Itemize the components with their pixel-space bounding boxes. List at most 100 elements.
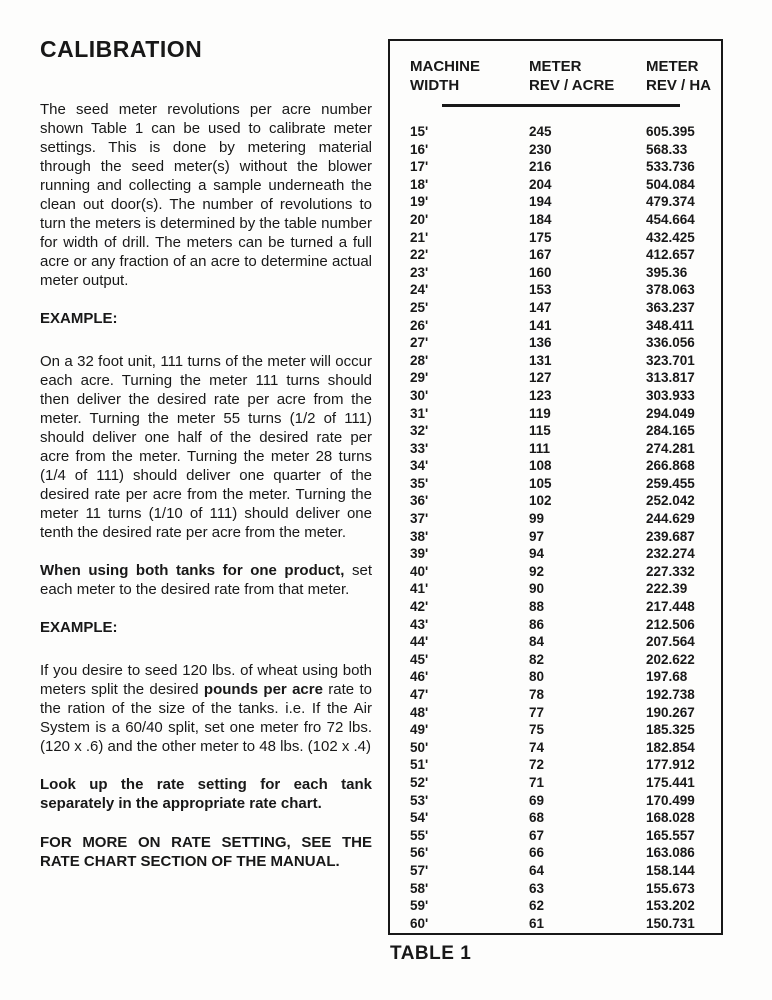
calibration-section: CALIBRATION The seed meter revolutions p… (40, 36, 372, 890)
table-row: 15' 245 605.395 (390, 123, 721, 141)
table-row: 44' 84 207.564 (390, 633, 721, 651)
table-cell: 252.042 (646, 493, 695, 509)
table-cell: 202.622 (646, 651, 695, 667)
table-cell: 67 (529, 827, 545, 843)
section-heading: EXAMPLE: (40, 618, 372, 637)
table-cell: 23' (410, 264, 429, 280)
table-row: 27' 136 336.056 (390, 334, 721, 352)
header-line: REV / HA (646, 77, 712, 94)
table-cell: 90 (529, 581, 545, 597)
table-cell: 230 (529, 141, 552, 157)
table-cell: 165.557 (646, 827, 695, 843)
table-cell: 111 (529, 440, 551, 456)
table-row: 40' 92 227.332 (390, 563, 721, 581)
header-line: REV / ACRE (529, 77, 615, 94)
table-cell: 153 (529, 282, 552, 298)
table-cell: 74 (529, 739, 545, 755)
table-cell: 177.912 (646, 757, 695, 773)
table-cell: 158.144 (646, 862, 695, 878)
table-row: 24' 153 378.063 (390, 281, 721, 299)
table-cell: 175 (529, 229, 552, 245)
table-cell: 34' (410, 458, 429, 474)
table-cell: 30' (410, 387, 429, 403)
table-cell: 395.36 (646, 264, 688, 280)
table-row: 17' 216 533.736 (390, 158, 721, 176)
table-cell: 108 (529, 458, 552, 474)
table-cell: 59' (410, 898, 429, 914)
table-row: 32' 115 284.165 (390, 422, 721, 440)
table-row: 59' 62 153.202 (390, 897, 721, 915)
table-row: 54' 68 168.028 (390, 809, 721, 827)
table-row: 47' 78 192.738 (390, 686, 721, 704)
table-row: 35' 105 259.455 (390, 475, 721, 493)
table-cell: 82 (529, 651, 545, 667)
table-row: 52' 71 175.441 (390, 774, 721, 792)
table-cell: 38' (410, 528, 429, 544)
table-cell: 92 (529, 563, 545, 579)
table-cell: 216 (529, 159, 552, 175)
table-cell: 37' (410, 511, 429, 527)
table-cell: 28' (410, 352, 429, 368)
table-cell: 33' (410, 440, 429, 456)
table-row: 28' 131 323.701 (390, 352, 721, 370)
text-segment: set each meter to the desired rate from … (40, 562, 372, 598)
table-cell: 222.39 (646, 581, 688, 597)
header-underline (442, 104, 680, 107)
table-row: 49' 75 185.325 (390, 721, 721, 739)
table-cell: 239.687 (646, 528, 695, 544)
text-blocks: The seed meter revolutions per acre numb… (40, 100, 372, 871)
table-cell: 185.325 (646, 722, 695, 738)
table-cell: 29' (410, 370, 429, 386)
text-segment: On a 32 foot unit, 111 turns of the mete… (40, 353, 372, 541)
table-cell: 71 (529, 774, 545, 790)
table-cell: 40' (410, 563, 429, 579)
table-cell: 42' (410, 599, 429, 615)
table-cell: 274.281 (646, 440, 695, 456)
table-cell: 102 (529, 493, 552, 509)
table-cell: 25' (410, 299, 429, 315)
table-cell: 20' (410, 211, 429, 227)
table-cell: 15' (410, 124, 429, 139)
table-cell: 432.425 (646, 229, 695, 245)
paragraph: When using both tanks for one product, s… (40, 561, 372, 599)
table-row: 26' 141 348.411 (390, 317, 721, 335)
table-row: 51' 72 177.912 (390, 756, 721, 774)
header-line: METER (529, 58, 582, 75)
text-segment: EXAMPLE: (40, 310, 118, 327)
table-row: 58' 63 155.673 (390, 880, 721, 898)
table-cell: 51' (410, 757, 429, 773)
table-cell: 54' (410, 810, 429, 826)
table-cell: 153.202 (646, 898, 695, 914)
table-row: 31' 119 294.049 (390, 405, 721, 423)
table-cell: 75 (529, 722, 545, 738)
table-row: 50' 74 182.854 (390, 739, 721, 757)
table-cell: 49' (410, 722, 429, 738)
table-cell: 88 (529, 599, 545, 615)
paragraph: If you desire to seed 120 lbs. of wheat … (40, 661, 372, 756)
table-cell: 212.506 (646, 616, 695, 632)
paragraph: The seed meter revolutions per acre numb… (40, 100, 372, 290)
table-cell: 127 (529, 370, 552, 386)
table-cell: 504.084 (646, 176, 695, 192)
table-cell: 27' (410, 335, 429, 351)
table-cell: 24' (410, 282, 429, 298)
table-cell: 150.731 (646, 915, 695, 931)
table-cell: 454.664 (646, 211, 695, 227)
table-cell: 323.701 (646, 352, 695, 368)
table-cell: 605.395 (646, 124, 695, 139)
table-cell: 204 (529, 176, 552, 192)
table-cell: 58' (410, 880, 429, 896)
table-cell: 32' (410, 423, 429, 439)
table-cell: 68 (529, 810, 545, 826)
table-cell: 192.738 (646, 687, 695, 702)
table-cell: 66 (529, 845, 545, 861)
table-cell: 72 (529, 757, 545, 773)
text-segment: EXAMPLE: (40, 619, 118, 636)
table-cell: 39' (410, 546, 429, 562)
text-segment: The seed meter revolutions per acre numb… (40, 101, 372, 289)
table-cell: 19' (410, 194, 429, 210)
table-cell: 217.448 (646, 599, 695, 615)
table-body: 15' 245 605.395 16' 230 568.33 17' 216 533.736 18… (390, 123, 721, 932)
table-cell: 232.274 (646, 546, 695, 562)
